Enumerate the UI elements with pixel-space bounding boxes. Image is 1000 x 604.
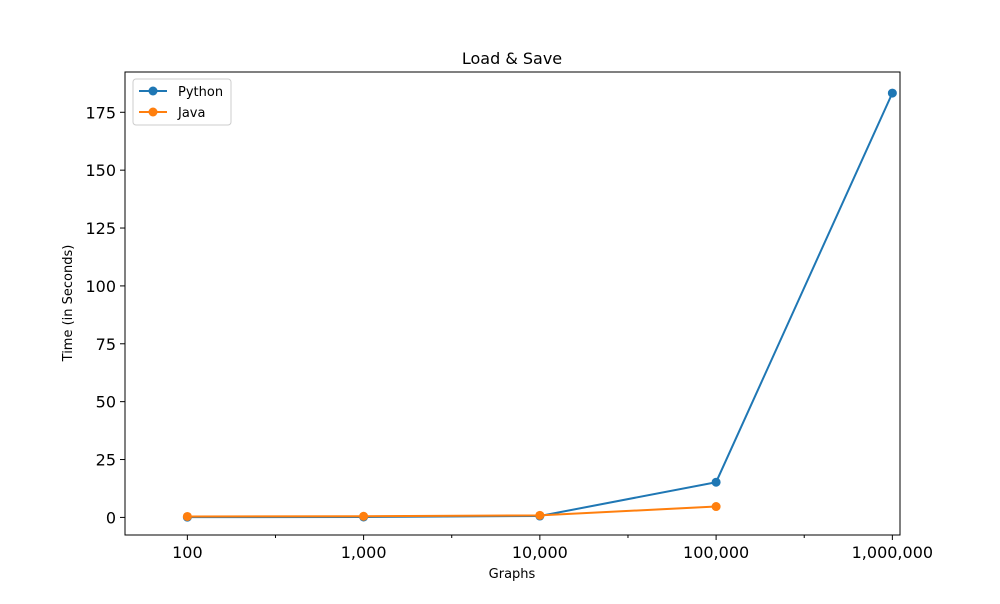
data-point-java: [711, 502, 721, 512]
y-tick-label: 0: [106, 508, 116, 527]
y-axis-label: Time (in Seconds): [61, 245, 76, 363]
x-tick-label: 10,000: [512, 543, 568, 562]
y-tick-label: 150: [85, 161, 116, 180]
data-point-python: [711, 477, 721, 487]
legend-marker-java: [148, 107, 158, 117]
data-point-java: [535, 510, 545, 520]
x-tick-label: 100: [172, 543, 203, 562]
data-point-java: [359, 511, 369, 521]
legend-label-java: Java: [177, 106, 205, 121]
data-point-java: [182, 511, 192, 521]
plot-frame: [124, 71, 901, 536]
plot-layer: 0 25 50 75 100 125 150 175 100 1,000 10,000 100,000…: [85, 71, 933, 562]
y-tick-label: 100: [85, 277, 116, 296]
y-tick-label: 25: [96, 451, 116, 470]
data-point-python: [887, 88, 897, 98]
y-tick-label: 50: [96, 393, 116, 412]
x-axis-label: Graphs: [489, 567, 536, 582]
x-tick-label: 100,000: [683, 543, 749, 562]
x-tick-label: 1,000,000: [852, 543, 933, 562]
legend-label-python: Python: [178, 85, 223, 100]
series-line-java: [187, 505, 717, 518]
y-tick-label: 125: [85, 219, 116, 238]
chart-title: Load & Save: [462, 49, 562, 68]
legend-marker-python: [148, 86, 158, 96]
y-tick-label: 175: [85, 103, 116, 122]
y-tick-label: 75: [96, 335, 116, 354]
x-tick-label: 1,000: [341, 543, 387, 562]
